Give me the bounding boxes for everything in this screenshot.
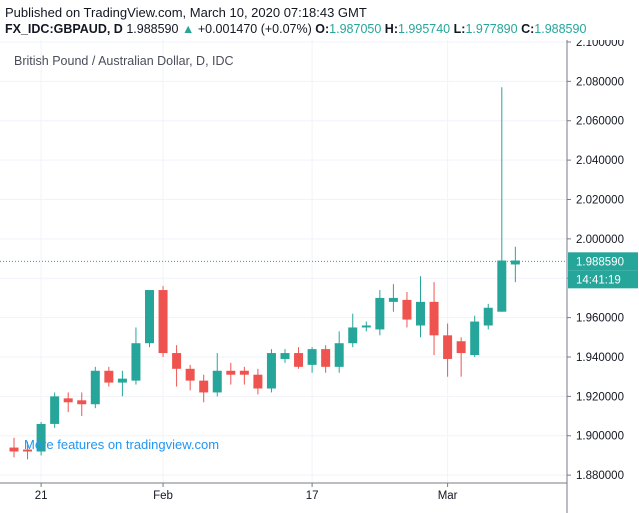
- candle-body: [63, 398, 73, 403]
- candle-body: [307, 349, 317, 365]
- candle-body: [497, 260, 507, 312]
- up-arrow-icon: ▲: [181, 22, 195, 36]
- candle-body: [131, 343, 141, 381]
- candle-body: [294, 353, 304, 367]
- candle-body: [158, 290, 168, 354]
- candle-body: [226, 370, 236, 375]
- candle-body: [172, 353, 182, 369]
- chart-header: Published on TradingView.com, March 10, …: [0, 0, 639, 40]
- candle-body: [50, 396, 60, 424]
- price-change: +0.001470 (+0.07%): [197, 22, 312, 36]
- price-tick-label: 2.080000: [576, 76, 624, 88]
- candle-body: [239, 370, 249, 375]
- candle-body: [23, 449, 33, 452]
- low-value: 1.977890: [465, 22, 518, 36]
- low-label: L:: [453, 22, 466, 36]
- candle-body: [199, 380, 209, 393]
- candle-body: [185, 368, 195, 381]
- price-tick-label: 2.060000: [576, 116, 624, 128]
- candle-body: [321, 349, 331, 367]
- candle-body: [280, 353, 290, 359]
- promo-link[interactable]: More features on tradingview.com: [24, 437, 220, 452]
- candle-body: [90, 370, 100, 405]
- close-value: 1.988590: [534, 22, 587, 36]
- last-price: 1.988590: [126, 22, 179, 36]
- candle-body: [470, 321, 480, 356]
- open-label: O:: [315, 22, 330, 36]
- price-tick-label: 1.920000: [576, 391, 624, 403]
- candle-body: [334, 343, 344, 367]
- candle-body: [36, 423, 46, 452]
- time-tick-label: 21: [35, 490, 48, 502]
- price-tick-label: 2.020000: [576, 194, 624, 206]
- candle-body: [429, 301, 439, 336]
- candle-body: [456, 341, 466, 354]
- time-tick-label: Mar: [438, 490, 458, 502]
- high-value: 1.995740: [398, 22, 451, 36]
- close-label: C:: [521, 22, 535, 36]
- high-label: H:: [384, 22, 398, 36]
- candle-body: [266, 353, 276, 389]
- candle-body: [104, 370, 114, 383]
- price-tick-label: 1.880000: [576, 470, 624, 482]
- price-tick-label: 2.100000: [576, 40, 624, 49]
- open-value: 1.987050: [329, 22, 382, 36]
- candle-body: [77, 400, 87, 405]
- time-tick-label: Feb: [153, 490, 173, 502]
- symbol-label: FX_IDC:GBPAUD, D: [5, 22, 123, 36]
- candle-body: [348, 327, 358, 344]
- candle-body: [510, 260, 520, 265]
- published-line: Published on TradingView.com, March 10, …: [5, 5, 367, 20]
- price-tick-label: 2.040000: [576, 155, 624, 167]
- plot-area: [0, 40, 567, 483]
- candle-body: [253, 374, 263, 389]
- price-tick-label: 2.000000: [576, 234, 624, 246]
- countdown-label: 14:41:19: [576, 274, 621, 286]
- price-tick-label: 1.900000: [576, 431, 624, 443]
- candle-body: [443, 335, 453, 359]
- candlestick-chart[interactable]: 1.880000 1.900000 1.920000 1.940000 1.960000…: [0, 40, 639, 513]
- ticker-line: FX_IDC:GBPAUD, D 1.988590 ▲ +0.001470 (+…: [5, 22, 586, 36]
- candle-body: [388, 297, 398, 302]
- candle-body: [416, 301, 425, 326]
- countdown-label-bg: [568, 270, 638, 289]
- price-tick-label: 1.960000: [576, 313, 624, 325]
- last-price-label-bg: [568, 252, 638, 271]
- chart-title: British Pound / Australian Dollar, D, ID…: [14, 54, 234, 68]
- time-tick-label: 17: [306, 490, 319, 502]
- last-price-label: 1.988590: [576, 256, 624, 268]
- candle-body: [483, 307, 493, 326]
- candle-body: [117, 378, 127, 383]
- candle-body: [375, 297, 385, 330]
- price-tick-label: 1.940000: [576, 352, 624, 364]
- candle-body: [402, 299, 412, 320]
- candle-body: [9, 447, 19, 452]
- candle-body: [212, 370, 222, 393]
- candle-body: [361, 325, 371, 328]
- candle-body: [145, 290, 154, 344]
